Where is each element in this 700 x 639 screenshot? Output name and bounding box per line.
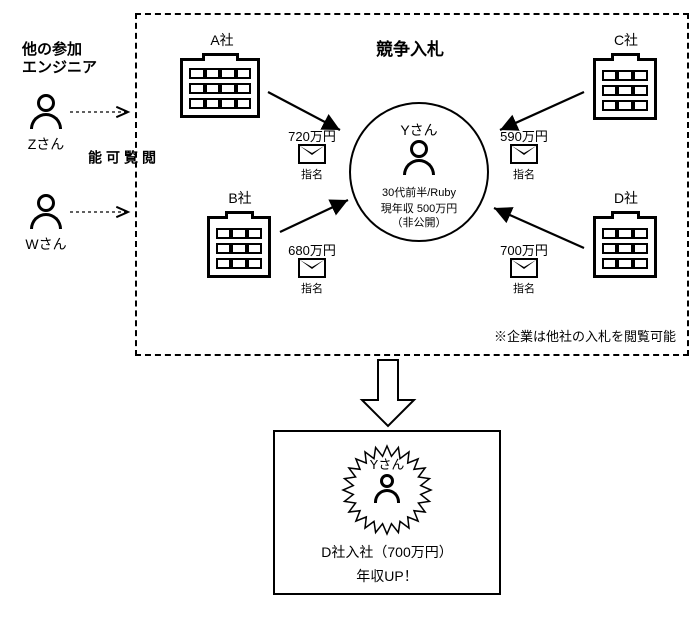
result-name: Yさん [273, 454, 501, 473]
person-icon-result [374, 474, 400, 503]
result-line2: 年収UP！ [273, 566, 501, 586]
result-line1: D社入社（700万円） [273, 542, 501, 562]
